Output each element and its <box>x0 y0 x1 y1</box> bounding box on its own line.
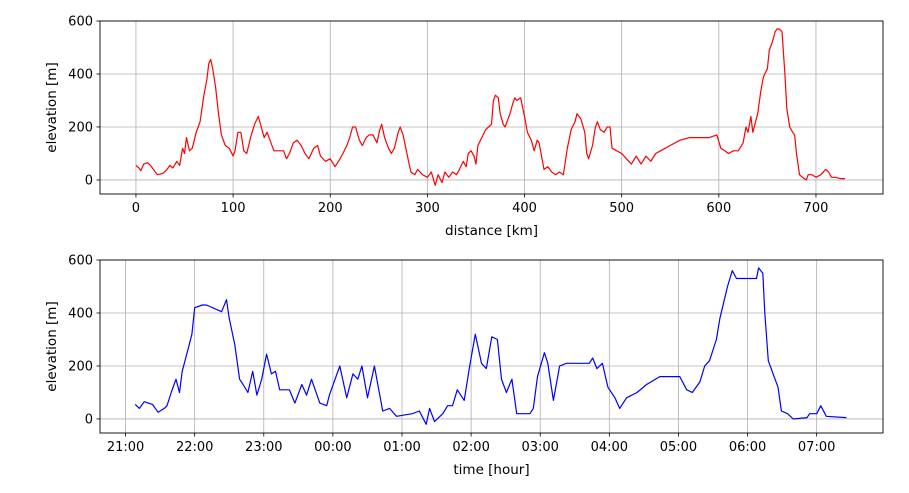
x-tick-label: 600 <box>706 201 731 216</box>
y-tick-label: 200 <box>68 120 93 135</box>
x-tick-label: 02:00 <box>452 440 489 455</box>
x-tick-label: 0 <box>132 201 140 216</box>
y-tick-label: 400 <box>68 306 93 321</box>
y-tick-label: 0 <box>85 412 93 427</box>
x-tick-label: 100 <box>221 201 246 216</box>
x-tick-label: 05:00 <box>660 440 697 455</box>
x-tick-label: 07:00 <box>798 440 835 455</box>
x-tick-label: 23:00 <box>245 440 282 455</box>
y-axis-label: elevation [m] <box>44 62 60 152</box>
x-tick-label: 21:00 <box>107 440 144 455</box>
x-tick-label: 01:00 <box>383 440 420 455</box>
y-tick-label: 600 <box>68 254 93 269</box>
y-tick-label: 0 <box>85 173 93 188</box>
y-tick-label: 600 <box>68 15 93 30</box>
y-tick-label: 200 <box>68 359 93 374</box>
x-tick-label: 00:00 <box>314 440 351 455</box>
x-tick-label: 200 <box>318 201 343 216</box>
x-tick-label: 500 <box>609 201 634 216</box>
x-tick-label: 06:00 <box>729 440 766 455</box>
elevation-series-line <box>135 28 846 186</box>
x-tick-label: 22:00 <box>176 440 213 455</box>
axes-1: 0 100 200 300 400 500 600 700 0 200 400 600 distance… <box>44 15 884 239</box>
x-tick-label: 300 <box>415 201 440 216</box>
axes-frame <box>99 20 884 195</box>
x-axis-label: time [hour] <box>453 462 529 478</box>
axes-frame <box>99 259 884 434</box>
x-tick-label: 03:00 <box>521 440 558 455</box>
x-tick-label: 700 <box>804 201 829 216</box>
axes-2: 21:00 22:00 23:00 00:00 01:00 02:00 03:00 04:00… <box>44 254 884 478</box>
elevation-series-line <box>134 267 847 425</box>
y-axis-label: elevation [m] <box>44 301 60 391</box>
y-tick-label: 400 <box>68 67 93 82</box>
x-axis-label: distance [km] <box>445 223 538 239</box>
x-tick-label: 04:00 <box>591 440 628 455</box>
x-tick-label: 400 <box>512 201 537 216</box>
